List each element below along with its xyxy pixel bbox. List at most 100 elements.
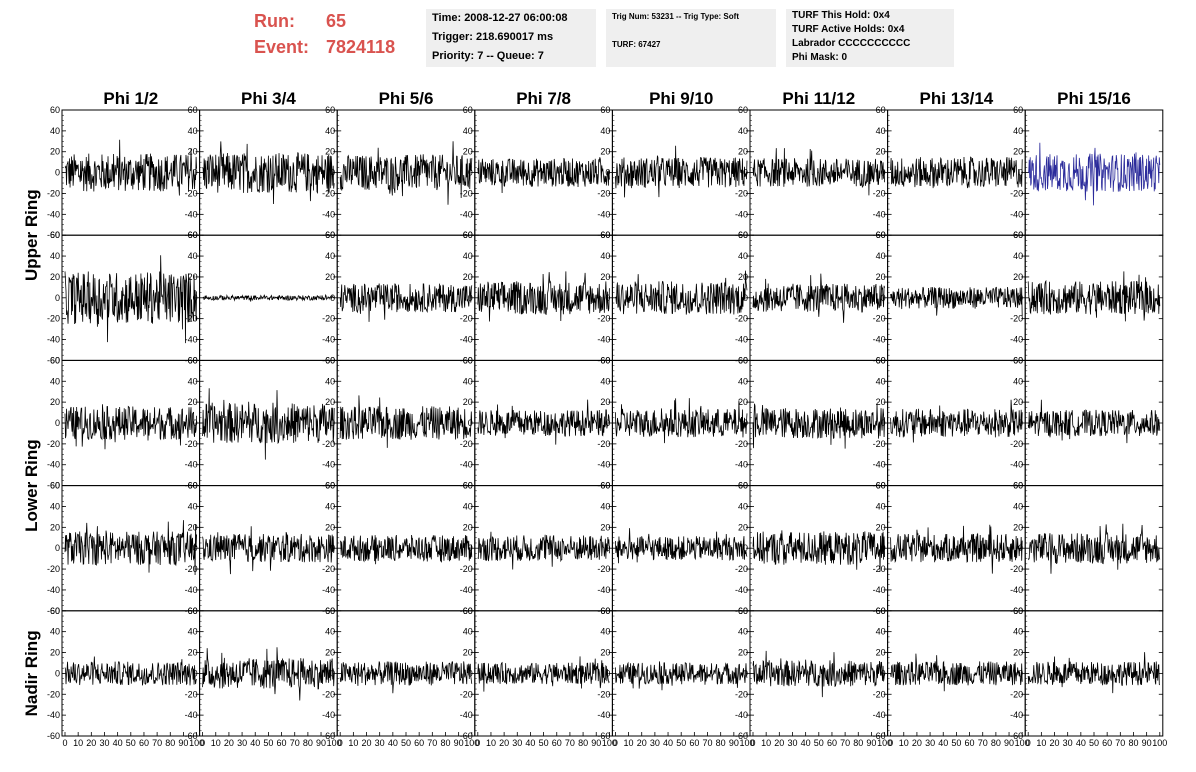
column-title: Phi 9/10 <box>649 89 713 108</box>
x-tick-label: 10 <box>73 738 83 748</box>
y-tick-label: -20 <box>1010 689 1023 699</box>
y-tick-label: 20 <box>876 648 886 658</box>
x-tick-label: 100 <box>739 738 754 748</box>
y-tick-label: 40 <box>600 126 610 136</box>
x-tick-label: 80 <box>1128 738 1138 748</box>
waveform-trace <box>339 283 473 322</box>
y-tick-label: -20 <box>873 188 886 198</box>
waveform-trace <box>1027 652 1161 694</box>
turf-info-box: TURF This Hold: 0x4 TURF Active Holds: 0… <box>786 9 954 67</box>
x-tick-label: 10 <box>899 738 909 748</box>
x-tick-label: 0 <box>338 738 343 748</box>
x-tick-label: 90 <box>316 738 326 748</box>
y-tick-label: -20 <box>322 314 335 324</box>
y-tick-label: -40 <box>185 710 198 720</box>
x-tick-label: 30 <box>925 738 935 748</box>
y-tick-label: 20 <box>1013 147 1023 157</box>
y-tick-label: 60 <box>1013 481 1023 491</box>
y-tick-label: 40 <box>50 126 60 136</box>
x-tick-label: 90 <box>1142 738 1152 748</box>
y-tick-label: 0 <box>881 293 886 303</box>
y-tick-label: 20 <box>600 648 610 658</box>
y-tick-label: 0 <box>193 293 198 303</box>
column-title: Phi 13/14 <box>920 89 994 108</box>
y-tick-label: -40 <box>1010 335 1023 345</box>
y-tick-label: 40 <box>1013 126 1023 136</box>
x-tick-label: 80 <box>716 738 726 748</box>
waveform-trace <box>339 534 473 565</box>
y-tick-label: -60 <box>47 230 60 240</box>
y-tick-label: -40 <box>322 335 335 345</box>
y-tick-label: 60 <box>463 481 473 491</box>
x-tick-label: 90 <box>454 738 464 748</box>
y-tick-label: -60 <box>597 731 610 741</box>
x-tick-label: 30 <box>1063 738 1073 748</box>
x-tick-label: 70 <box>565 738 575 748</box>
y-tick-label: 40 <box>600 627 610 637</box>
y-tick-label: -40 <box>322 209 335 219</box>
x-tick-label: 50 <box>1089 738 1099 748</box>
y-tick-label: 60 <box>738 606 748 616</box>
y-tick-label: -20 <box>1010 314 1023 324</box>
y-tick-label: -20 <box>185 188 198 198</box>
x-tick-label: 50 <box>263 738 273 748</box>
y-tick-label: 60 <box>325 230 335 240</box>
y-tick-label: 40 <box>325 126 335 136</box>
y-tick-label: 40 <box>876 376 886 386</box>
y-tick-label: 0 <box>55 418 60 428</box>
labrador-text: Labrador CCCCCCCCCC <box>792 38 911 49</box>
x-tick-label: 40 <box>801 738 811 748</box>
y-tick-label: -60 <box>873 731 886 741</box>
x-tick-label: 80 <box>991 738 1001 748</box>
ring-label: Lower Ring <box>22 439 41 532</box>
y-tick-label: 60 <box>463 230 473 240</box>
y-tick-label: 20 <box>876 272 886 282</box>
y-tick-label: -20 <box>47 689 60 699</box>
y-tick-label: -60 <box>460 731 473 741</box>
column-title: Phi 5/6 <box>379 89 434 108</box>
waveform-trace <box>615 528 748 564</box>
waveform-trace <box>477 399 610 445</box>
x-tick-label: 40 <box>388 738 398 748</box>
x-tick-label: 70 <box>1115 738 1125 748</box>
run-label: Run: <box>254 11 295 31</box>
y-tick-label: -20 <box>735 439 748 449</box>
x-tick-label: 20 <box>86 738 96 748</box>
y-tick-label: 40 <box>50 627 60 637</box>
trigger-info-box: Trig Num: 53231 -- Trig Type: Soft TURF:… <box>606 9 776 67</box>
x-tick-label: 20 <box>774 738 784 748</box>
y-tick-label: 20 <box>188 397 198 407</box>
x-tick-label: 0 <box>888 738 893 748</box>
y-tick-label: -20 <box>460 564 473 574</box>
y-tick-label: 40 <box>738 126 748 136</box>
x-tick-label: 60 <box>277 738 287 748</box>
x-tick-label: 20 <box>499 738 509 748</box>
priority-text: Priority: 7 -- Queue: 7 <box>432 50 544 62</box>
waveform-trace <box>64 520 197 576</box>
y-tick-label: 40 <box>463 501 473 511</box>
y-tick-label: 20 <box>325 522 335 532</box>
y-tick-label: 0 <box>330 168 335 178</box>
y-tick-label: -40 <box>1010 710 1023 720</box>
x-tick-label: 80 <box>440 738 450 748</box>
y-tick-label: 0 <box>605 543 610 553</box>
y-tick-label: -20 <box>185 439 198 449</box>
x-tick-label: 10 <box>211 738 221 748</box>
y-tick-label: -20 <box>460 314 473 324</box>
y-tick-label: 60 <box>188 481 198 491</box>
y-tick-label: 0 <box>193 543 198 553</box>
y-tick-label: -40 <box>735 335 748 345</box>
y-tick-label: -20 <box>322 689 335 699</box>
y-tick-label: 0 <box>330 293 335 303</box>
y-tick-label: 60 <box>325 355 335 365</box>
y-tick-label: -40 <box>735 460 748 470</box>
y-tick-label: -20 <box>597 689 610 699</box>
y-tick-label: 20 <box>1013 648 1023 658</box>
waveform-trace <box>615 270 748 315</box>
y-tick-label: 20 <box>188 272 198 282</box>
waveform-trace <box>1027 399 1161 444</box>
x-tick-label: 40 <box>250 738 260 748</box>
y-tick-label: 20 <box>50 272 60 282</box>
event-label: Event: <box>254 37 310 57</box>
y-tick-label: 40 <box>1013 627 1023 637</box>
